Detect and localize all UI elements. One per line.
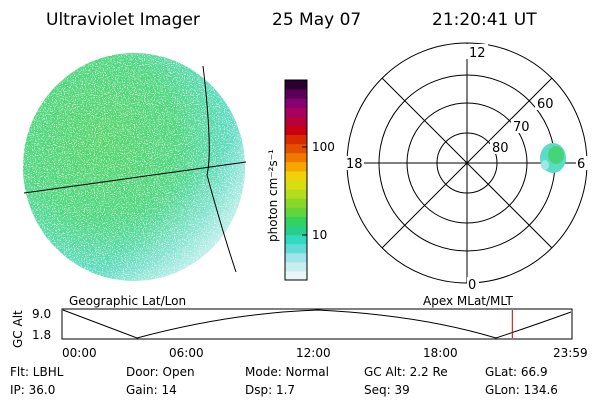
colorbar-frame xyxy=(284,79,308,281)
timeline-xtick-1800: 18:00 xyxy=(423,346,458,360)
gc-alt-status: GC Alt: 2.2 Re xyxy=(364,365,448,379)
mlt-label-bg-12 xyxy=(466,44,488,59)
status-footer: Flt: LBHL IP: 36.0 Door: Open Gain: 14 M… xyxy=(10,365,558,397)
colorbar-cell xyxy=(285,180,307,190)
colorbar-cell xyxy=(285,189,307,199)
colorbar-cell xyxy=(285,225,307,236)
glon-status: GLon: 134.6 xyxy=(485,383,558,397)
mlt-label-bg-6 xyxy=(576,156,588,170)
colorbar-cell xyxy=(285,234,307,245)
altitude-timeline: GC Alt 9.0 1.8 00:00 06:00 12:00 18:00 2… xyxy=(11,307,588,360)
timeline-ylabel: GC Alt xyxy=(11,310,25,348)
polar-diagonal-2 xyxy=(381,77,553,249)
colorbar-cell xyxy=(285,143,307,154)
mlt-label-0: 0 xyxy=(468,278,476,293)
geo-longitude-line xyxy=(202,65,237,273)
header-date: 25 May 07 xyxy=(272,10,361,30)
lat-label-60: 60 xyxy=(537,97,554,112)
polar-plot: 12 18 6 0 60 70 80 xyxy=(344,42,588,293)
geo-latitude-line xyxy=(23,161,247,194)
colorbar-cell xyxy=(285,134,307,145)
colorbar-cell xyxy=(285,107,307,117)
timeline-xtick-0000: 00:00 xyxy=(62,346,97,360)
geo-map-caption: Geographic Lat/Lon xyxy=(69,294,186,308)
geographic-image xyxy=(23,53,247,281)
colorbar-cell xyxy=(285,207,307,217)
glat-status: GLat: 66.9 xyxy=(485,365,548,379)
polar-image-patch xyxy=(540,143,566,173)
mlt-label-6: 6 xyxy=(577,157,585,172)
header-time: 21:20:41 UT xyxy=(432,10,537,30)
mlt-label-18: 18 xyxy=(346,157,363,172)
timeline-xtick-0600: 06:00 xyxy=(169,346,204,360)
timeline-xtick-1200: 12:00 xyxy=(296,346,331,360)
colorbar-cell xyxy=(285,98,307,108)
colorbar-cell xyxy=(285,80,307,90)
colorbar-cell xyxy=(285,170,307,181)
colorbar-tick-label-100: 100 xyxy=(312,140,335,154)
colorbar-cell xyxy=(285,198,307,208)
timeline-frame xyxy=(61,308,573,340)
gain-status: Gain: 14 xyxy=(126,383,177,397)
mode-status: Mode: Normal xyxy=(245,365,329,379)
lat-label-70: 70 xyxy=(513,120,530,135)
ip-status: IP: 36.0 xyxy=(10,383,55,397)
mlt-label-bg-0 xyxy=(467,277,479,290)
timeline-ytick-bottom: 1.8 xyxy=(32,328,51,342)
colorbar-cells xyxy=(285,80,307,281)
lat-label-80: 80 xyxy=(492,141,509,156)
colorbar-cell xyxy=(285,216,307,226)
colorbar-units-label: photon cm⁻²s⁻¹ xyxy=(266,149,280,242)
colorbar-cell xyxy=(285,152,307,163)
colorbar-cell xyxy=(285,89,307,99)
dsp-status: Dsp: 1.7 xyxy=(245,383,295,397)
instrument-title: Ultraviolet Imager xyxy=(46,10,200,30)
timeline-ytick-top: 9.0 xyxy=(32,307,51,321)
mlt-label-12: 12 xyxy=(469,46,486,61)
lat-label-bg-60 xyxy=(535,96,555,110)
colorbar-cell xyxy=(285,270,307,281)
colorbar-cell xyxy=(285,116,307,126)
mlt-label-bg-18 xyxy=(344,156,364,170)
colorbar: 100 10 photon cm⁻²s⁻¹ xyxy=(266,79,335,281)
door-status: Door: Open xyxy=(126,365,195,379)
lat-label-bg-70 xyxy=(511,119,531,133)
seq-status: Seq: 39 xyxy=(364,383,410,397)
filter-status: Flt: LBHL xyxy=(10,365,64,379)
colorbar-cell xyxy=(285,243,307,254)
colorbar-cell xyxy=(285,125,307,136)
timeline-altitude-curve xyxy=(62,309,572,339)
colorbar-cell xyxy=(285,261,307,272)
colorbar-cell xyxy=(285,252,307,263)
lat-label-bg-80 xyxy=(490,140,510,154)
polar-caption: Apex MLat/MLT xyxy=(423,294,513,308)
timeline-xtick-2359: 23:59 xyxy=(553,346,588,360)
colorbar-tick-label-10: 10 xyxy=(312,228,327,242)
colorbar-cell xyxy=(285,161,307,172)
